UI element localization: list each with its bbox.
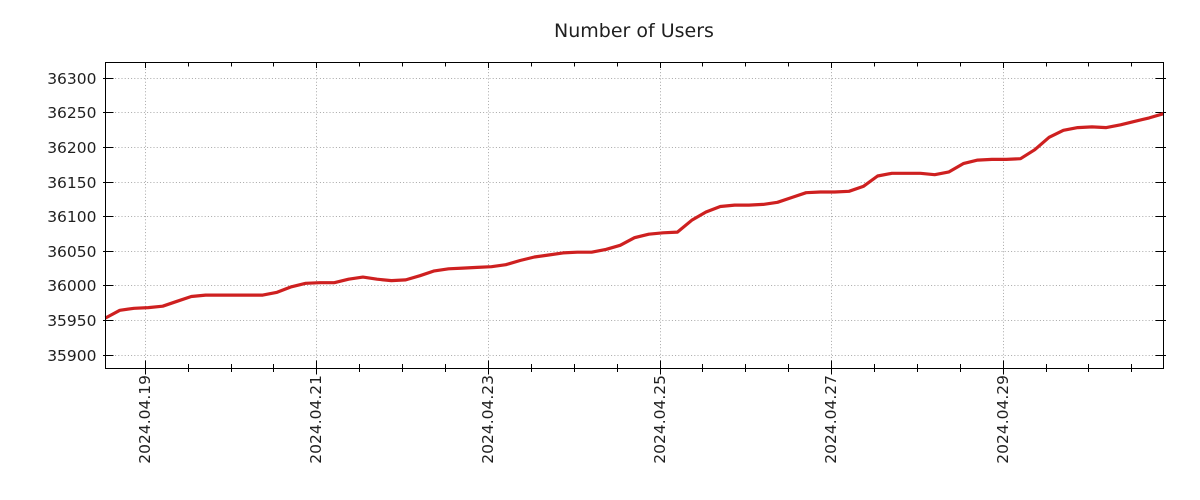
x-tick-label: 2024.04.29 (994, 375, 1012, 464)
tick-layer (103, 62, 1166, 375)
y-tick-label: 36050 (47, 243, 96, 261)
y-tick-label: 36000 (47, 277, 96, 295)
data-line (104, 112, 1164, 320)
x-tick-label: 2024.04.25 (651, 375, 669, 464)
grid-layer (105, 62, 1164, 369)
y-tick-label: 36150 (47, 174, 96, 192)
series-layer (104, 112, 1164, 320)
y-tick-label: 36100 (47, 208, 96, 226)
y-tick-label: 36200 (47, 139, 96, 157)
y-tick-label: 35950 (47, 312, 96, 330)
tick-label-layer: 35900 35950 36000 36050 36100 36150 36200 36250… (47, 70, 1012, 464)
plot-border (105, 62, 1164, 369)
chart-title: Number of Users (554, 20, 714, 42)
y-tick-label: 36300 (47, 70, 96, 88)
x-tick-label: 2024.04.21 (307, 375, 325, 464)
x-tick-label: 2024.04.23 (479, 375, 497, 464)
x-tick-label: 2024.04.19 (136, 375, 154, 464)
x-tick-label: 2024.04.27 (822, 375, 840, 464)
y-tick-label: 36250 (47, 104, 96, 122)
y-tick-label: 35900 (47, 347, 96, 365)
